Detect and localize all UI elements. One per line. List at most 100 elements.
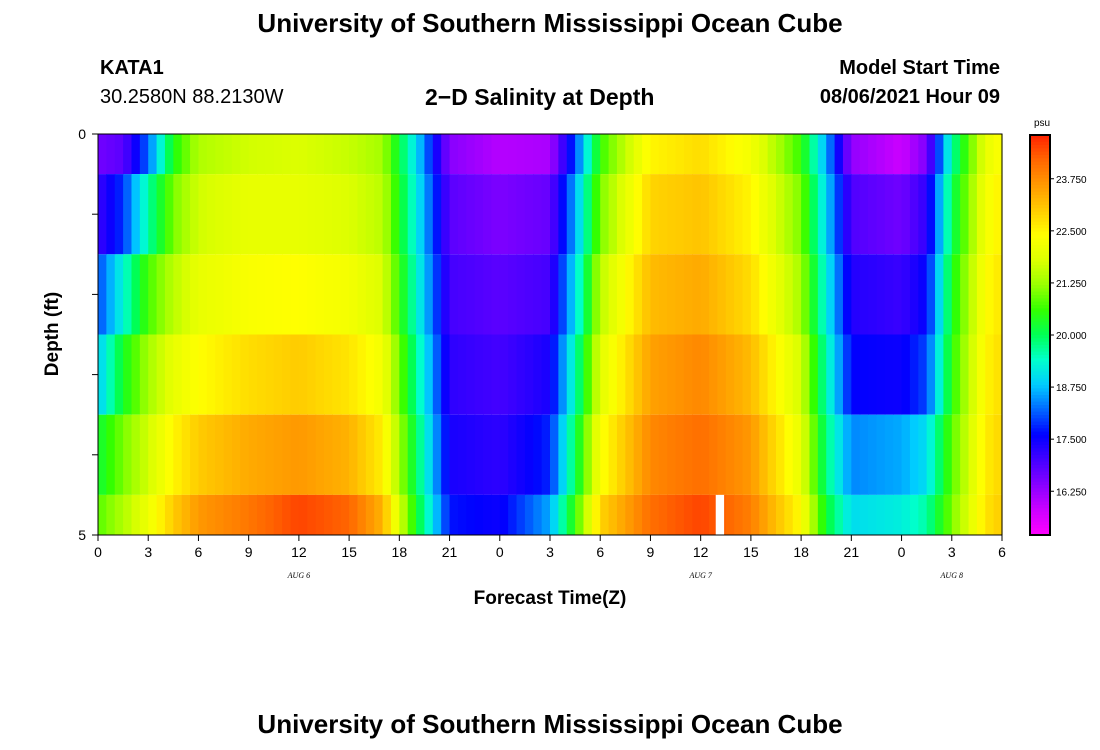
heatmap-cell [131,174,141,255]
heatmap-cell [817,494,827,535]
heatmap-cell [181,254,191,335]
heatmap-cell [106,334,116,415]
heatmap-cell [349,174,359,255]
heatmap-cell [332,494,342,535]
colorbar-segment [1030,278,1050,283]
heatmap-cell [976,254,986,335]
heatmap-cell [591,174,601,255]
heatmap-cell [508,174,518,255]
heatmap-cell [868,254,878,335]
heatmap-cell [550,134,559,175]
heatmap-cell [332,174,342,255]
colorbar-tick-label: 18.750 [1056,383,1087,394]
heatmap-cell [734,494,744,535]
colorbar-segment [1030,351,1050,356]
heatmap-cell [164,254,174,335]
colorbar-segment [1030,505,1050,509]
heatmap-cell [474,174,484,255]
heatmap-cell [231,334,241,415]
heatmap-cell [717,334,727,415]
heatmap-cell [198,414,208,495]
colorbar-segment [1030,358,1050,363]
heatmap-cell [156,334,166,415]
heatmap-cell [876,334,886,415]
heatmap-cell [407,414,417,495]
heatmap-cell [441,414,451,495]
heatmap-cell [918,254,928,335]
heatmap-cell [642,334,652,415]
heatmap-cell [98,494,107,535]
heatmap-cell [909,414,919,495]
heatmap-cell [692,334,702,415]
heatmap-cell [926,134,936,175]
heatmap-cell [148,494,158,535]
heatmap-cell [842,134,852,175]
heatmap-cell [483,134,493,175]
heatmap-cell [374,174,384,255]
heatmap-cell [558,134,568,175]
colorbar-segment [1030,248,1050,253]
heatmap-cell [449,174,459,255]
heatmap-cell [742,254,752,335]
heatmap-cell [960,254,970,335]
heatmap-cell [583,134,593,175]
heatmap-cell [616,254,626,335]
heatmap-cell [491,254,501,335]
heatmap-cell [943,494,953,535]
heatmap-cell [692,494,702,535]
heatmap-cell [600,494,610,535]
heatmap-cell [566,254,576,335]
heatmap-cell [826,414,836,495]
heatmap-cell [290,494,300,535]
colorbar-segment [1030,205,1050,209]
heatmap-cell [156,134,166,175]
heatmap-cell [801,254,811,335]
heatmap-cell [399,174,409,255]
heatmap-cell [901,414,911,495]
heatmap-cell [692,134,702,175]
heatmap-cell [332,414,342,495]
heatmap-cell [123,414,133,495]
colorbar-segment [1030,388,1050,393]
heatmap-cell [307,494,317,535]
colorbar-segment [1030,211,1050,216]
heatmap-cell [667,254,677,335]
colorbar-segment [1030,198,1050,203]
heatmap-cell [550,254,559,335]
heatmap-cell [633,174,643,255]
colorbar-segment [1030,415,1050,419]
colorbar-segment [1030,401,1050,406]
heatmap-cell [834,134,844,175]
heatmap-cell [976,134,986,175]
heatmap-cell [767,134,777,175]
heatmap-cell [616,414,626,495]
colorbar-segment [1030,421,1050,426]
heatmap-cell [474,134,484,175]
heatmap-cell [893,494,903,535]
x-tick-label: 9 [647,544,655,560]
heatmap-cell [265,494,275,535]
heatmap-cell [575,334,585,415]
heatmap-cell [868,414,878,495]
heatmap-cell [424,134,434,175]
heatmap-cell [298,134,308,175]
heatmap-cell [123,134,133,175]
heatmap-cell [683,334,693,415]
heatmap-cell [893,254,903,335]
heatmap-cell [725,494,735,535]
heatmap-cell [876,174,886,255]
heatmap-cell [298,334,308,415]
colorbar-segment [1030,378,1050,383]
colorbar-segment [1030,478,1050,483]
heatmap-cell [566,414,576,495]
heatmap-cell [968,134,978,175]
heatmap-cell [976,414,986,495]
heatmap-cell [483,174,493,255]
x-tick-label: 9 [245,544,253,560]
heatmap-cell [265,414,275,495]
y-tick-label: 5 [78,527,86,543]
heatmap-cell [951,334,961,415]
colorbar-segment [1030,428,1050,433]
heatmap-cell [390,414,400,495]
